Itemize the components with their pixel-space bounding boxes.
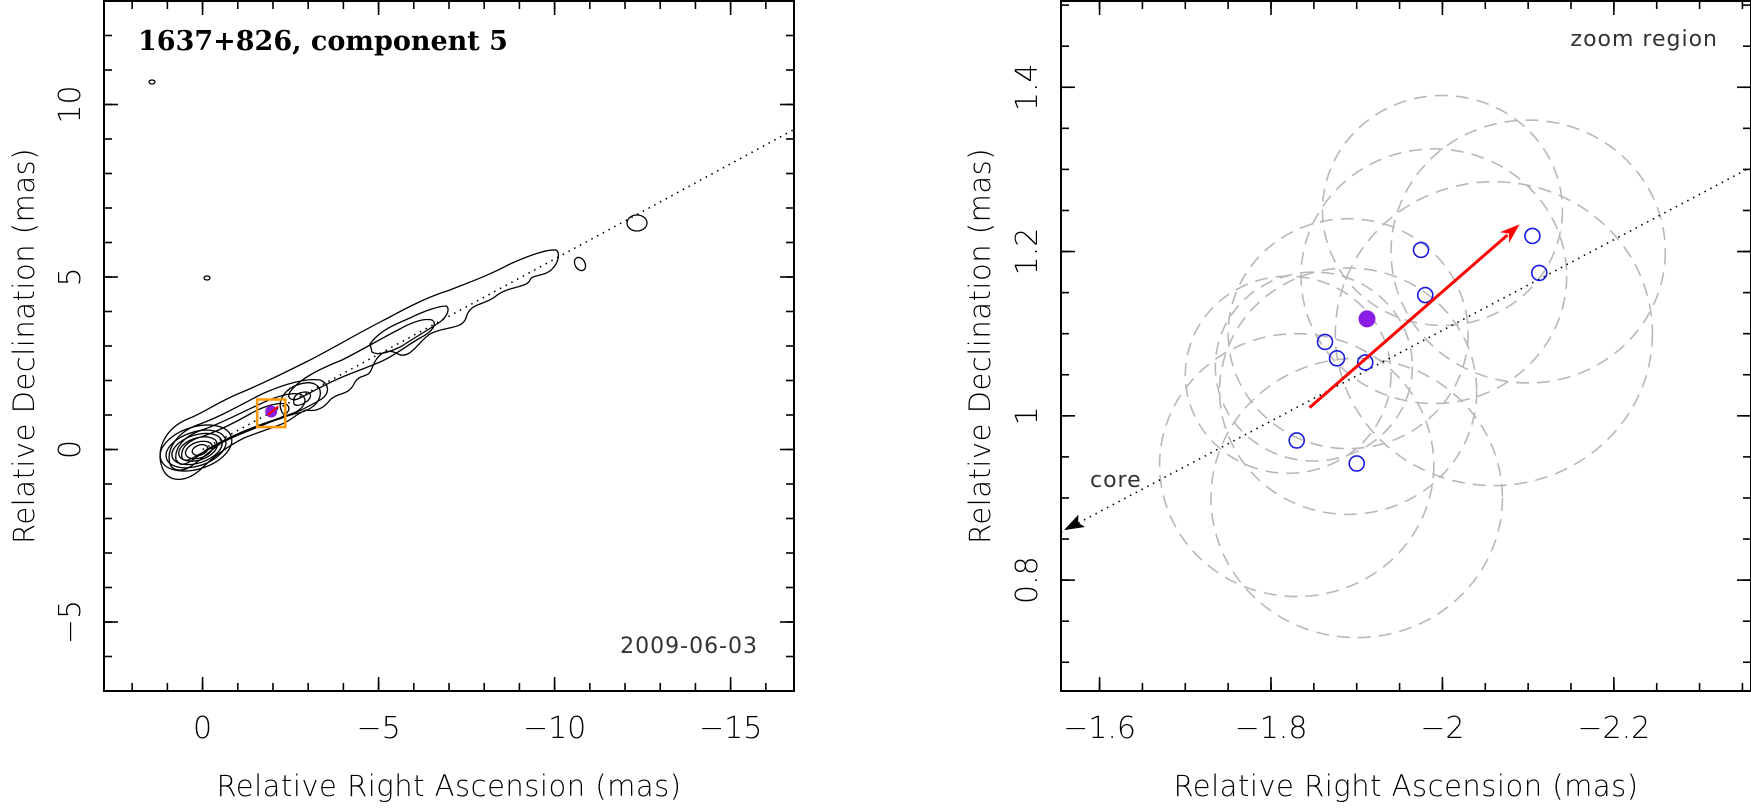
epoch-position-marker-6 xyxy=(1412,241,1430,259)
contour-outer xyxy=(159,249,560,481)
left-ytick-label: 0 xyxy=(53,440,88,459)
velocity-arrowhead xyxy=(1499,224,1520,243)
uncertainty-circle-9 xyxy=(1321,94,1564,327)
epoch-position-marker-1 xyxy=(1288,432,1306,449)
epoch-position-marker-8 xyxy=(1524,227,1541,245)
contour-blob-a xyxy=(626,214,648,232)
contour-blob-d xyxy=(148,79,156,85)
uncertainty-circle-5 xyxy=(1227,217,1469,450)
left-plot-frame xyxy=(103,0,795,692)
uncertainty-circle-7 xyxy=(1390,119,1667,384)
contour-core-1 xyxy=(159,424,233,472)
core-label: core xyxy=(1090,468,1142,493)
contour-core-4 xyxy=(178,436,218,462)
epoch-position-marker-2 xyxy=(1348,455,1366,472)
contour-inner-jet-2 xyxy=(369,305,449,355)
epoch-date-label: 2009-06-03 xyxy=(620,634,758,659)
epoch-position-marker-9 xyxy=(1530,264,1548,282)
contour-mid-1 xyxy=(168,378,329,471)
left-ytick-label: 10 xyxy=(53,85,88,123)
uncertainty-circle-4 xyxy=(1218,267,1478,516)
right-y-axis-label: Relative Declination (mas) xyxy=(963,148,997,544)
contour-core-2 xyxy=(165,429,227,469)
left-xtick-label: −5 xyxy=(356,711,400,746)
contour-mid-3 xyxy=(181,402,290,461)
zoom-region-label: zoom region xyxy=(1571,27,1718,52)
position-markers xyxy=(1288,227,1548,472)
right-plot-frame xyxy=(1060,0,1751,692)
right-panel: −1.6 −1.8 −2 −2.2 0.8 1 1.2 1.4 zoom region cor… xyxy=(963,0,1751,803)
right-xtick-label: −1.6 xyxy=(1063,711,1136,746)
component-velocity-arrow-small xyxy=(267,405,279,416)
zoom-region-box xyxy=(255,398,287,429)
left-xtick-label: −15 xyxy=(699,711,762,746)
left-ytick-label: −5 xyxy=(53,600,88,644)
right-ytick-label: 0.8 xyxy=(1010,556,1045,604)
contour-knot-2 xyxy=(292,391,312,406)
right-ticks: −1.6 −1.8 −2 −2.2 0.8 1 1.2 1.4 xyxy=(1010,1,1751,746)
right-ytick-label: 1.2 xyxy=(1010,228,1045,276)
mean-position-marker xyxy=(1358,310,1376,328)
core-direction-arrowhead xyxy=(1064,514,1085,531)
left-xtick-label: 0 xyxy=(193,711,212,746)
right-xtick-label: −1.8 xyxy=(1235,711,1308,746)
left-contours xyxy=(148,79,648,481)
uncertainty-circles xyxy=(1158,94,1667,639)
contour-knot-1 xyxy=(279,382,321,416)
epoch-position-marker-7 xyxy=(1416,286,1434,304)
right-x-axis-label: Relative Right Ascension (mas) xyxy=(1173,769,1638,803)
contour-core-6 xyxy=(191,443,209,457)
left-panel: 0 −5 −10 −15 −5 0 5 10 xyxy=(7,0,795,803)
contour-inner-jet-1 xyxy=(288,318,435,401)
left-ytick-label: 5 xyxy=(53,267,88,286)
uncertainty-circle-1 xyxy=(1184,275,1392,475)
uncertainty-circle-2 xyxy=(1214,271,1414,462)
right-xtick-label: −2.2 xyxy=(1577,711,1650,746)
uncertainty-circle-3 xyxy=(1158,332,1435,598)
right-ytick-label: 1.4 xyxy=(1010,63,1045,111)
right-xtick-label: −2 xyxy=(1420,711,1464,746)
right-jet-axis-line xyxy=(1061,166,1751,533)
uncertainty-circle-10 xyxy=(1210,357,1504,639)
right-ytick-label: 1 xyxy=(1010,406,1045,425)
uncertainty-circle-8 xyxy=(1334,180,1654,487)
left-xtick-label: −10 xyxy=(523,711,586,746)
velocity-arrow xyxy=(1308,233,1509,409)
left-ticks: 0 −5 −10 −15 −5 0 5 10 xyxy=(53,0,794,746)
contour-blob-c xyxy=(203,275,211,281)
contour-blob-b xyxy=(573,256,587,272)
contour-core-5 xyxy=(184,440,214,460)
left-y-axis-label: Relative Declination (mas) xyxy=(7,148,41,544)
epoch-position-marker-3 xyxy=(1316,333,1334,351)
uncertainty-circle-6 xyxy=(1300,148,1568,405)
epoch-position-marker-5 xyxy=(1356,354,1374,371)
left-x-axis-label: Relative Right Ascension (mas) xyxy=(216,769,681,803)
left-jet-axis-line xyxy=(202,128,794,451)
epoch-position-marker-4 xyxy=(1328,350,1346,367)
left-panel-title: 1637+826, component 5 xyxy=(138,26,508,57)
contour-core-3 xyxy=(171,432,223,466)
